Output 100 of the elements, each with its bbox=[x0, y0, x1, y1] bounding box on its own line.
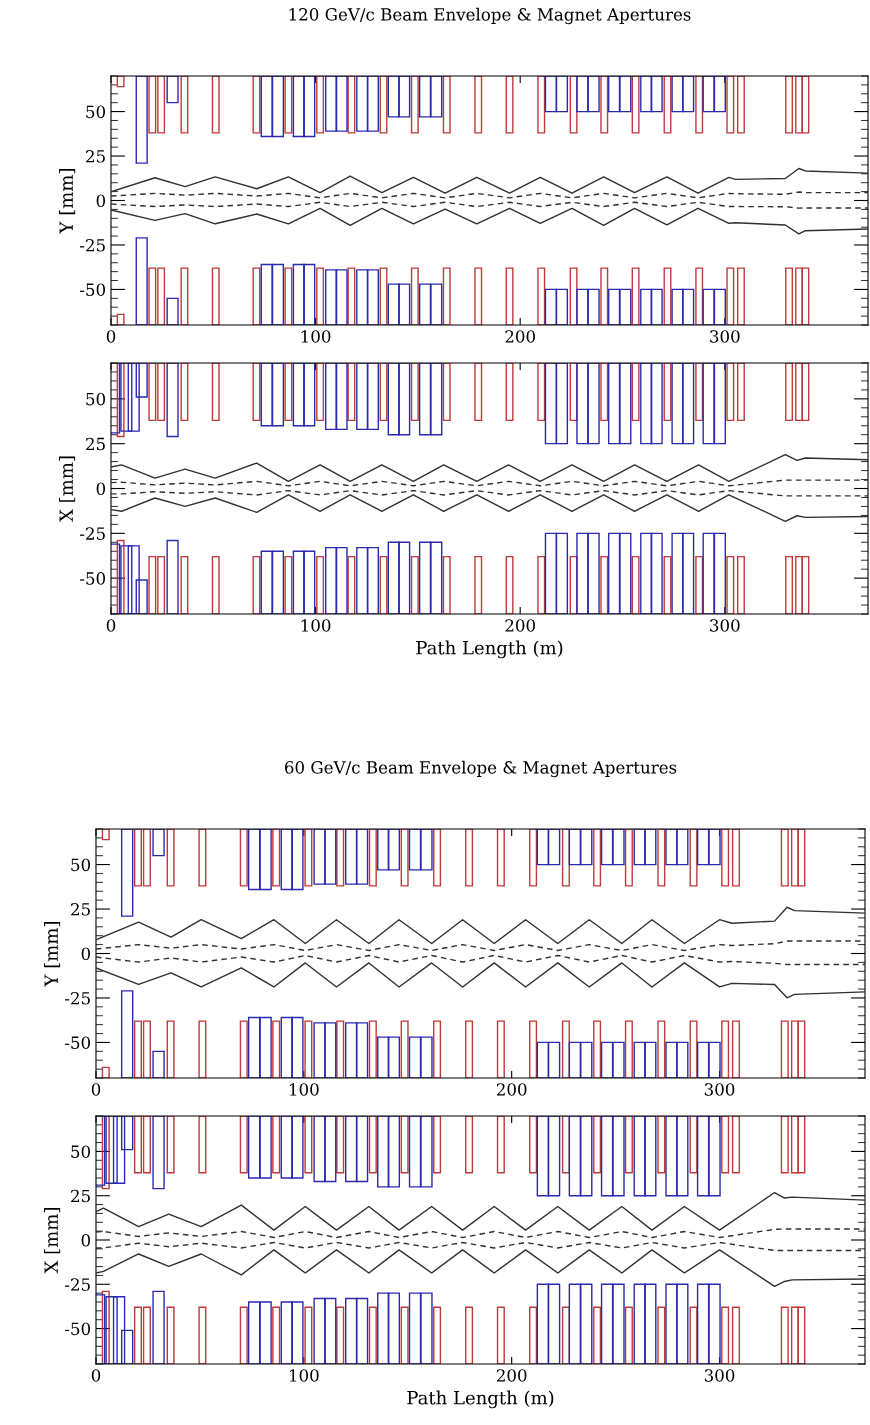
bar bbox=[166, 1306, 175, 1364]
x-tick-label: 200 bbox=[505, 619, 535, 632]
bar bbox=[465, 1020, 474, 1078]
bar bbox=[180, 76, 189, 134]
y-tick-label: 50 bbox=[86, 105, 106, 119]
bar bbox=[379, 76, 388, 134]
bar bbox=[731, 1306, 740, 1364]
bar bbox=[505, 555, 514, 614]
bar bbox=[474, 363, 483, 422]
bar bbox=[379, 363, 388, 422]
y-tick-label: 50 bbox=[86, 392, 106, 406]
bar bbox=[433, 829, 442, 887]
bar bbox=[347, 267, 356, 325]
bar bbox=[304, 1116, 313, 1174]
bar bbox=[663, 555, 672, 614]
bar bbox=[180, 363, 189, 422]
bar bbox=[120, 990, 134, 1078]
bar bbox=[657, 1020, 666, 1078]
bar bbox=[379, 267, 388, 325]
bar bbox=[657, 1116, 666, 1174]
line-series bbox=[96, 954, 865, 966]
y-tick-label: 25 bbox=[86, 150, 105, 163]
y-tick-label: -50 bbox=[80, 572, 106, 585]
bar bbox=[368, 1306, 377, 1364]
y-tick-label: -50 bbox=[65, 1036, 91, 1049]
bar bbox=[304, 829, 313, 887]
bar bbox=[474, 267, 483, 325]
bar bbox=[657, 1306, 666, 1364]
bar bbox=[529, 1116, 538, 1174]
x-tick-label: 200 bbox=[496, 1369, 527, 1382]
y-tick-label: 25 bbox=[71, 903, 90, 916]
bar bbox=[379, 555, 388, 614]
bar bbox=[736, 555, 745, 614]
bar bbox=[239, 1306, 248, 1364]
bar bbox=[152, 1116, 165, 1190]
bar bbox=[624, 1020, 633, 1078]
y-axis-title: X [mm] bbox=[59, 456, 76, 522]
bar bbox=[726, 76, 735, 134]
bar bbox=[316, 555, 325, 614]
bar bbox=[368, 1020, 377, 1078]
bar bbox=[433, 1116, 442, 1174]
bar bbox=[284, 363, 293, 422]
bar bbox=[166, 1020, 175, 1078]
bar bbox=[304, 1020, 313, 1078]
bar bbox=[116, 363, 125, 438]
bar bbox=[252, 76, 261, 134]
bar bbox=[410, 363, 419, 422]
bar bbox=[496, 1116, 505, 1174]
bar bbox=[180, 555, 189, 614]
bar bbox=[347, 76, 356, 134]
bar bbox=[695, 76, 704, 134]
chart-title: 120 GeV/c Beam Envelope & Magnet Apertures bbox=[289, 7, 691, 25]
bar bbox=[663, 267, 672, 325]
y-tick-label: -25 bbox=[65, 991, 90, 1005]
bar bbox=[731, 829, 740, 887]
bar bbox=[316, 76, 325, 134]
y-tick-label: 0 bbox=[96, 194, 106, 208]
line-series bbox=[96, 1249, 865, 1288]
y-tick-label: -50 bbox=[80, 283, 106, 296]
bar bbox=[537, 76, 546, 134]
y-axis-title: X [mm] bbox=[44, 1208, 61, 1274]
bar bbox=[120, 829, 134, 917]
bar bbox=[726, 363, 735, 422]
bar bbox=[198, 1116, 207, 1174]
line-series bbox=[96, 962, 865, 999]
bar bbox=[726, 267, 735, 325]
bar bbox=[211, 267, 220, 325]
bar bbox=[211, 363, 220, 422]
bar bbox=[537, 363, 546, 422]
bar bbox=[152, 1290, 165, 1364]
bar bbox=[400, 829, 409, 887]
bar bbox=[198, 1020, 207, 1078]
y-tick-label: 25 bbox=[71, 1189, 90, 1203]
line-series bbox=[111, 167, 868, 194]
bar bbox=[336, 829, 345, 887]
bar bbox=[198, 1306, 207, 1364]
bar bbox=[663, 76, 672, 134]
bar bbox=[272, 1306, 281, 1364]
y-tick-label: 0 bbox=[81, 1233, 91, 1247]
bar bbox=[284, 76, 293, 134]
line-series bbox=[111, 207, 868, 235]
bar bbox=[663, 363, 672, 422]
bar bbox=[252, 363, 261, 422]
bar bbox=[166, 297, 179, 325]
bar bbox=[336, 1020, 345, 1078]
bar bbox=[400, 1020, 409, 1078]
bar bbox=[593, 1020, 602, 1078]
bar bbox=[101, 1290, 110, 1364]
bar bbox=[316, 267, 325, 325]
y-tick-label: 50 bbox=[71, 1145, 91, 1158]
bar bbox=[721, 1306, 730, 1364]
bar bbox=[505, 267, 514, 325]
bar bbox=[166, 1116, 175, 1174]
bar bbox=[731, 1020, 740, 1078]
bar bbox=[657, 829, 666, 887]
line-series bbox=[96, 1191, 865, 1231]
bar bbox=[600, 267, 609, 325]
bar bbox=[624, 1116, 633, 1174]
bar bbox=[631, 267, 640, 325]
bar bbox=[780, 829, 789, 887]
